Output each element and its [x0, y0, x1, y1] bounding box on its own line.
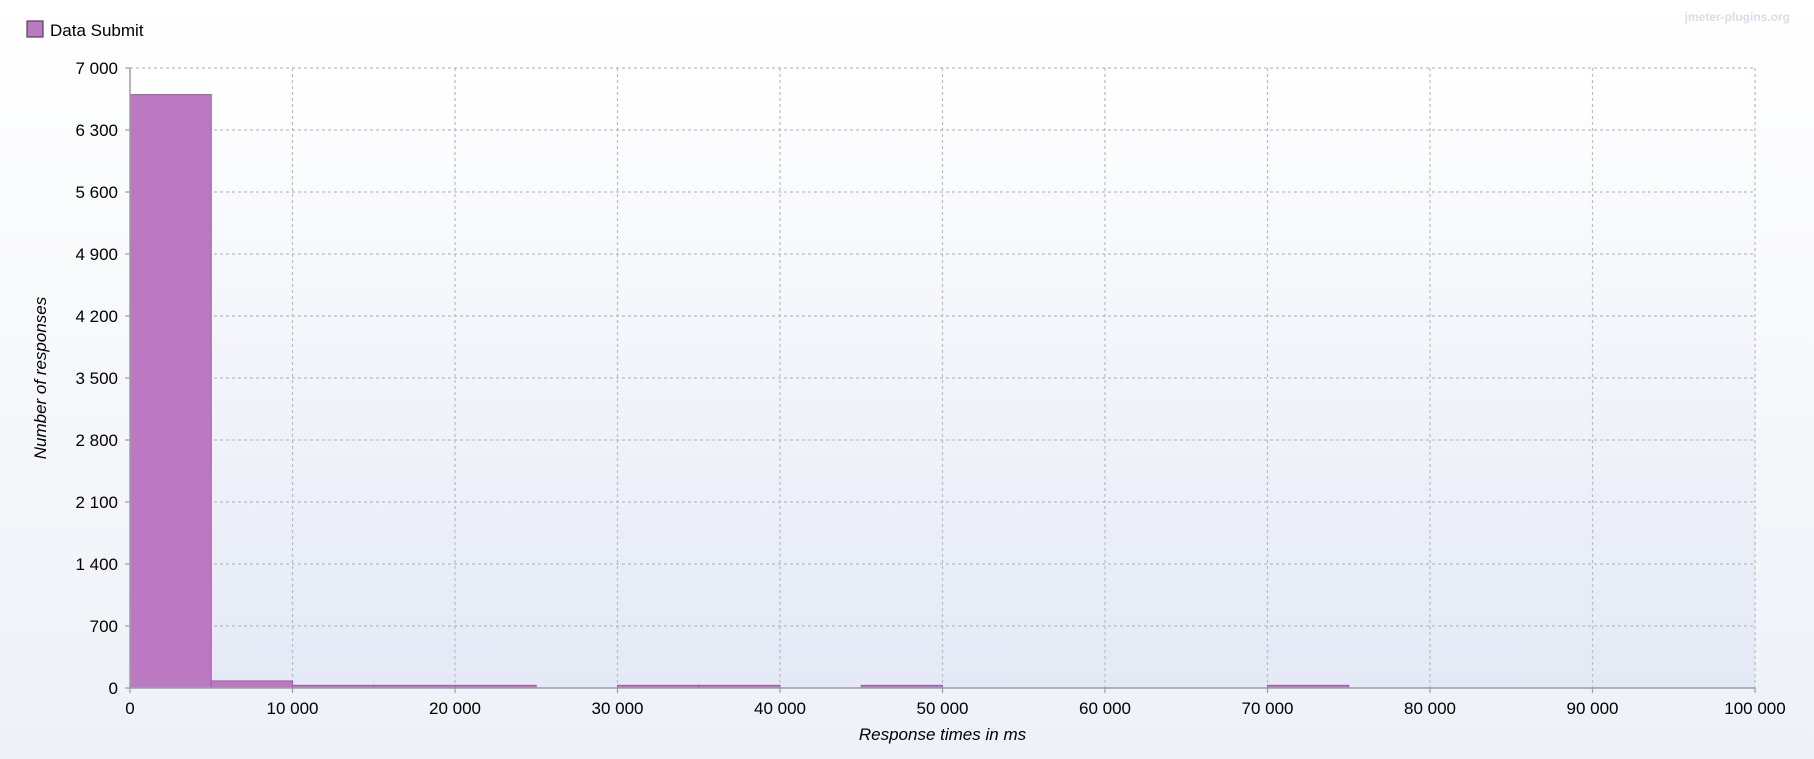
y-tick-label: 4 200 [75, 307, 118, 326]
legend: Data Submit [26, 20, 144, 40]
y-axis-ticks: 0 700 1 400 2 100 2 800 3 500 4 200 4 900 5 600 6… [75, 59, 130, 698]
x-tick-label: 20 000 [429, 699, 481, 718]
histogram-bar [210, 680, 293, 689]
y-tick-label: 5 600 [75, 183, 118, 202]
x-axis-title: Response times in ms [859, 725, 1027, 744]
y-tick-label: 1 400 [75, 555, 118, 574]
legend-swatch [26, 20, 44, 38]
x-tick-label: 50 000 [917, 699, 969, 718]
y-tick-label: 4 900 [75, 245, 118, 264]
y-tick-label: 0 [109, 679, 118, 698]
y-tick-label: 2 100 [75, 493, 118, 512]
x-tick-label: 70 000 [1242, 699, 1294, 718]
y-tick-label: 7 000 [75, 59, 118, 78]
x-tick-label: 100 000 [1724, 699, 1785, 718]
y-tick-label: 2 800 [75, 431, 118, 450]
bars [129, 94, 1350, 689]
x-tick-label: 30 000 [592, 699, 644, 718]
legend-label: Data Submit [50, 21, 144, 40]
y-axis-title: Number of responses [31, 296, 50, 459]
x-tick-label: 0 [125, 699, 134, 718]
x-tick-label: 60 000 [1079, 699, 1131, 718]
y-tick-label: 700 [90, 617, 118, 636]
y-tick-label: 3 500 [75, 369, 118, 388]
x-tick-label: 90 000 [1567, 699, 1619, 718]
watermark-text: jmeter-plugins.org [1684, 10, 1790, 24]
histogram-bar [129, 94, 212, 689]
x-tick-label: 10 000 [267, 699, 319, 718]
x-tick-label: 80 000 [1404, 699, 1456, 718]
grid [130, 67, 1756, 688]
y-tick-label: 6 300 [75, 121, 118, 140]
x-axis-ticks: 0 10 000 20 000 30 000 40 000 50 000 60 000 70 … [125, 688, 1786, 718]
x-tick-label: 40 000 [754, 699, 806, 718]
